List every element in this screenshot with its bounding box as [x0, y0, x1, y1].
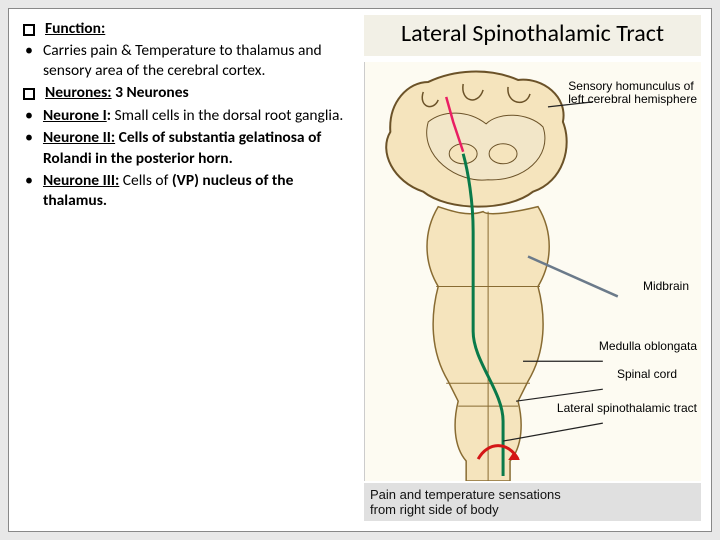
bullet-text: Neurone III: Cells of (VP) nucleus of th… [43, 171, 344, 211]
bullet-text: Function: [45, 19, 344, 39]
label-spinal: Spinal cord [617, 368, 677, 381]
bullet-text: Neurones: 3 Neurones [45, 83, 344, 103]
dot-bullet-icon: • [25, 41, 33, 81]
label-tract: Lateral spinothalamic tract [557, 402, 697, 415]
label-midbrain: Midbrain [643, 280, 689, 293]
text-panel: Function:•Carries pain & Temperature to … [9, 9, 354, 531]
dot-bullet-icon: • [25, 106, 33, 127]
bullet-list: Function:•Carries pain & Temperature to … [23, 19, 344, 211]
figure-title: Lateral Spinothalamic Tract [364, 15, 701, 56]
checkbox-bullet-icon [23, 88, 35, 100]
cortex-shape [386, 72, 566, 207]
dot-bullet-icon: • [25, 171, 33, 211]
bullet-item: •Carries pain & Temperature to thalamus … [23, 41, 344, 81]
bullet-item: • Neurone I: Small cells in the dorsal r… [23, 106, 344, 127]
leader-spinal [516, 389, 603, 401]
bullet-text: Carries pain & Temperature to thalamus a… [43, 41, 344, 81]
anatomy-diagram: Sensory homunculus ofleft cerebral hemis… [364, 62, 701, 481]
checkbox-bullet-icon [23, 24, 35, 36]
slide: Function:•Carries pain & Temperature to … [8, 8, 712, 532]
bullet-item: •Neurone III: Cells of (VP) nucleus of t… [23, 171, 344, 211]
bullet-item: Neurones: 3 Neurones [23, 83, 344, 103]
figure-panel: Lateral Spinothalamic Tract [354, 9, 711, 531]
bullet-item: •Neurone II: Cells of substantia gelatin… [23, 128, 344, 168]
bullet-text: Neurone I: Small cells in the dorsal roo… [43, 106, 344, 127]
brainstem-shape [427, 207, 549, 481]
bullet-text: Neurone II: Cells of substantia gelatino… [43, 128, 344, 168]
label-homunculus: Sensory homunculus ofleft cerebral hemis… [568, 80, 697, 106]
bullet-item: Function: [23, 19, 344, 39]
dot-bullet-icon: • [25, 128, 33, 168]
label-medulla: Medulla oblongata [599, 340, 697, 353]
figure-caption: Pain and temperature sensationsfrom righ… [364, 483, 701, 521]
diagram-svg [365, 62, 701, 481]
